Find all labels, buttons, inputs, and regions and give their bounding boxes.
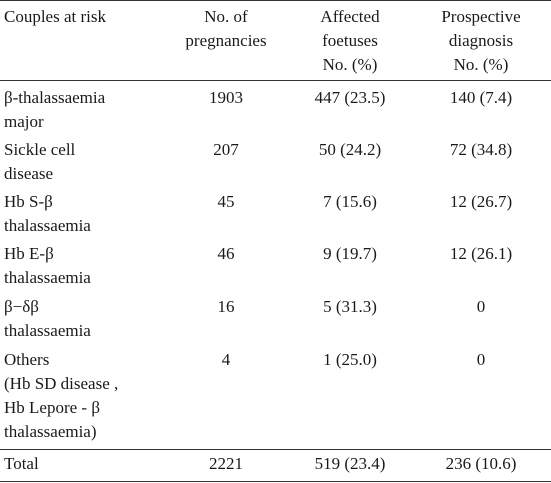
table-row-pregnancies: 207: [213, 140, 239, 159]
table-row-prospective: 0: [476, 350, 486, 369]
bottom-rule: [0, 481, 551, 482]
table-row-couples: β−δβ thalassaemia: [4, 297, 91, 340]
total-row-affected: 519 (23.4): [314, 454, 386, 473]
table-row-affected: 1 (25.0): [323, 350, 377, 369]
table-row-pregnancies: 4: [221, 350, 231, 369]
header-no-of-pregnancies: No. of pregnancies: [185, 7, 267, 50]
table-row-prospective: 12 (26.7): [449, 192, 513, 211]
table-row-couples: β-thalassaemia major: [4, 88, 106, 131]
table-row-couples: Hb S-β thalassaemia: [4, 192, 91, 235]
table-row-prospective: 140 (7.4): [449, 88, 513, 107]
top-rule: [0, 0, 551, 1]
total-row-pregnancies: 2221: [209, 454, 243, 473]
table-row-prospective: 0: [476, 297, 486, 316]
table-row-prospective: 12 (26.1): [449, 244, 513, 263]
table-row-couples: Sickle cell disease: [4, 140, 76, 183]
header-affected-foetuses: Affected foetuses No. (%): [320, 7, 380, 74]
table-row-pregnancies: 16: [217, 297, 235, 316]
table-row-couples: Others (Hb SD disease , Hb Lepore - β th…: [4, 350, 119, 441]
table-row-couples: Hb E-β thalassaemia: [4, 244, 91, 287]
header-couples-at-risk: Couples at risk: [4, 7, 106, 26]
table-row-pregnancies: 1903: [209, 88, 243, 107]
header-rule: [0, 80, 551, 81]
total-row-prospective: 236 (10.6): [445, 454, 517, 473]
table-row-pregnancies: 46: [217, 244, 235, 263]
total-rule: [0, 449, 551, 450]
table-row-affected: 5 (31.3): [323, 297, 377, 316]
header-prospective-diagnosis: Prospective diagnosis No. (%): [441, 7, 521, 74]
table-row-affected: 447 (23.5): [314, 88, 386, 107]
table-row-affected: 7 (15.6): [323, 192, 377, 211]
table-row-affected: 9 (19.7): [323, 244, 377, 263]
table-row-prospective: 72 (34.8): [449, 140, 513, 159]
table-row-pregnancies: 45: [217, 192, 235, 211]
table-row-affected: 50 (24.2): [318, 140, 382, 159]
total-row-label: Total: [4, 454, 39, 473]
